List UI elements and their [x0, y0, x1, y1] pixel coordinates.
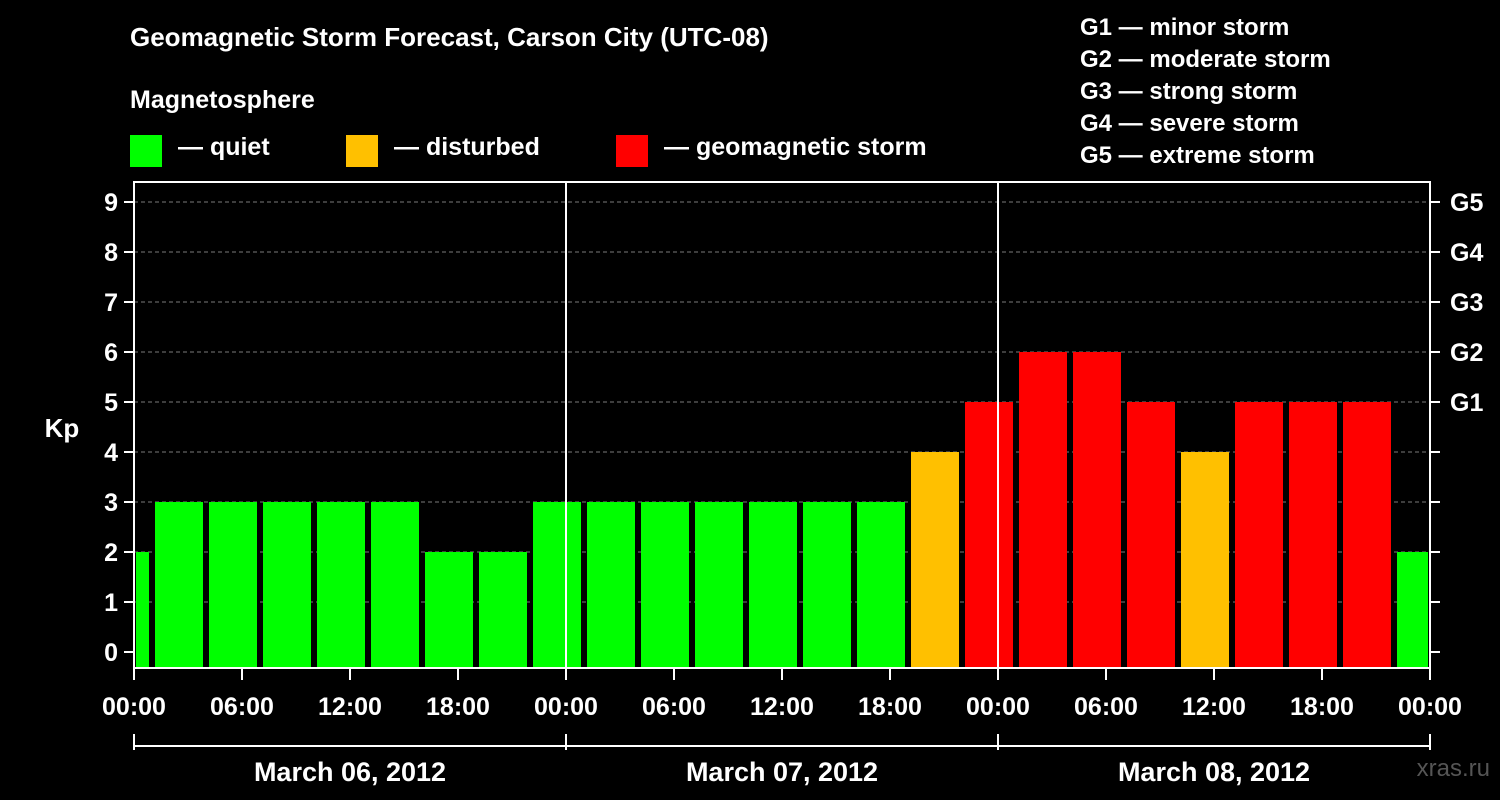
- bar-kp-24: [1397, 552, 1428, 668]
- y-tick-label: 1: [104, 589, 118, 617]
- legend-swatch-disturbed: [346, 135, 378, 167]
- legend-swatch-quiet: [130, 135, 162, 167]
- x-tick-label: 00:00: [966, 693, 1030, 721]
- bar-kp-22: [1289, 402, 1337, 668]
- bar-kp-4: [317, 502, 365, 668]
- storm-level-g5: G5 — extreme storm: [1080, 142, 1315, 169]
- bar-kp-18: [1073, 352, 1121, 668]
- chart-title: Geomagnetic Storm Forecast, Carson City …: [130, 22, 769, 52]
- bar-kp-23: [1343, 402, 1391, 668]
- x-tick-label: 00:00: [1398, 693, 1462, 721]
- storm-axis-label-g5: G5: [1450, 189, 1483, 217]
- y-tick-label: 7: [104, 289, 118, 317]
- bar-kp-19: [1127, 402, 1175, 668]
- y-tick-label: 6: [104, 339, 118, 367]
- bar-kp-9: [587, 502, 635, 668]
- bar-kp-20: [1181, 452, 1229, 668]
- storm-axis-label-g2: G2: [1450, 339, 1483, 367]
- bar-kp-5: [371, 502, 419, 668]
- legend-swatch-storm: [616, 135, 648, 167]
- legend-label-quiet: — quiet: [178, 133, 270, 161]
- day-label: March 08, 2012: [1118, 757, 1310, 787]
- storm-level-g4: G4 — severe storm: [1080, 110, 1299, 137]
- y-tick-label: 9: [104, 189, 118, 217]
- storm-level-g2: G2 — moderate storm: [1080, 46, 1331, 73]
- bar-kp-7: [479, 552, 527, 668]
- bar-kp-16: [965, 402, 1013, 668]
- storm-axis-label-g3: G3: [1450, 289, 1483, 317]
- bar-kp-1: [155, 502, 203, 668]
- bar-kp-17: [1019, 352, 1067, 668]
- day-label: March 07, 2012: [686, 757, 878, 787]
- x-tick-label: 06:00: [1074, 693, 1138, 721]
- bar-kp-12: [749, 502, 797, 668]
- bar-kp-10: [641, 502, 689, 668]
- bar-kp-0: [136, 552, 149, 668]
- legend-label-storm: — geomagnetic storm: [664, 133, 927, 161]
- x-tick-label: 18:00: [426, 693, 490, 721]
- bar-kp-6: [425, 552, 473, 668]
- storm-level-g3: G3 — strong storm: [1080, 78, 1298, 105]
- bar-kp-8: [533, 502, 581, 668]
- bar-kp-21: [1235, 402, 1283, 668]
- watermark: xras.ru: [1416, 755, 1490, 782]
- day-label: March 06, 2012: [254, 757, 446, 787]
- y-axis-label: Kp: [45, 413, 80, 443]
- magnetosphere-heading: Magnetosphere: [130, 86, 315, 114]
- y-tick-label: 2: [104, 539, 118, 567]
- bar-kp-14: [857, 502, 905, 668]
- x-tick-label: 18:00: [858, 693, 922, 721]
- y-tick-label: 4: [104, 439, 118, 467]
- storm-axis-label-g1: G1: [1450, 389, 1483, 417]
- x-tick-label: 12:00: [318, 693, 382, 721]
- bar-kp-15: [911, 452, 959, 668]
- bar-kp-2: [209, 502, 257, 668]
- bar-kp-13: [803, 502, 851, 668]
- x-tick-label: 12:00: [1182, 693, 1246, 721]
- legend-label-disturbed: — disturbed: [394, 133, 540, 161]
- x-tick-label: 00:00: [102, 693, 166, 721]
- x-tick-label: 12:00: [750, 693, 814, 721]
- y-tick-label: 3: [104, 489, 118, 517]
- y-tick-label: 0: [104, 639, 118, 667]
- storm-axis-label-g4: G4: [1450, 239, 1483, 267]
- x-tick-label: 06:00: [642, 693, 706, 721]
- bar-kp-11: [695, 502, 743, 668]
- x-tick-label: 18:00: [1290, 693, 1354, 721]
- bar-kp-3: [263, 502, 311, 668]
- x-tick-label: 00:00: [534, 693, 598, 721]
- y-tick-label: 5: [104, 389, 118, 417]
- x-tick-label: 06:00: [210, 693, 274, 721]
- y-tick-label: 8: [104, 239, 118, 267]
- storm-level-g1: G1 — minor storm: [1080, 14, 1290, 41]
